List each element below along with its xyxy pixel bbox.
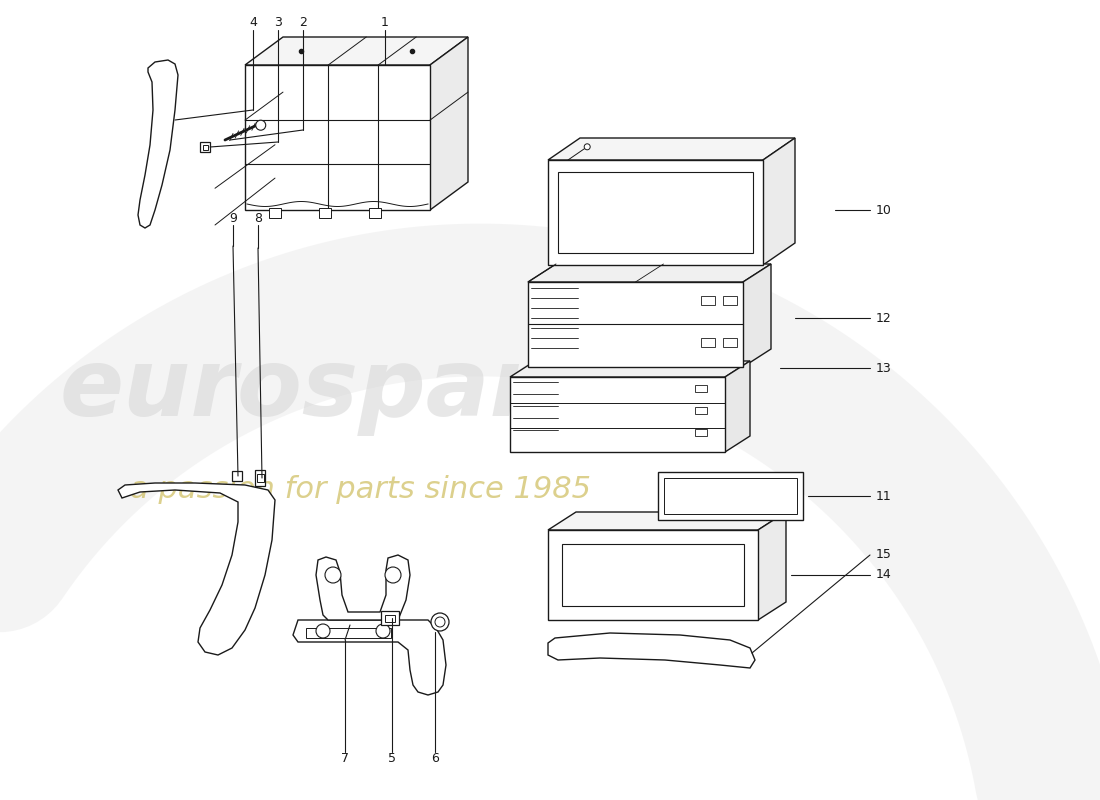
Circle shape	[385, 567, 402, 583]
Bar	[245, 65, 430, 210]
Bar	[723, 296, 737, 305]
Polygon shape	[118, 483, 275, 655]
Bar	[558, 172, 754, 253]
Bar	[548, 530, 758, 620]
Text: 2: 2	[299, 15, 307, 29]
Bar	[695, 429, 707, 436]
Bar	[200, 142, 210, 152]
Text: 1: 1	[381, 15, 389, 29]
Text: 11: 11	[876, 490, 892, 502]
Text: 4: 4	[249, 15, 257, 29]
Polygon shape	[316, 555, 410, 620]
Circle shape	[584, 144, 591, 150]
Bar	[204, 145, 208, 150]
Bar	[368, 208, 381, 218]
Bar	[664, 478, 798, 514]
Bar	[381, 611, 399, 625]
Polygon shape	[548, 512, 786, 530]
Text: 12: 12	[876, 311, 892, 325]
Bar	[385, 615, 395, 622]
Polygon shape	[548, 138, 795, 160]
Bar	[255, 470, 265, 486]
Bar	[548, 160, 763, 265]
Polygon shape	[758, 512, 786, 620]
Polygon shape	[245, 37, 468, 65]
Text: 10: 10	[876, 203, 892, 217]
Bar	[701, 338, 715, 347]
Bar	[257, 474, 264, 482]
Circle shape	[316, 624, 330, 638]
Polygon shape	[742, 264, 771, 367]
Circle shape	[376, 624, 390, 638]
Bar	[658, 472, 803, 520]
Polygon shape	[528, 264, 771, 282]
Bar	[701, 296, 715, 305]
Bar	[319, 208, 331, 218]
Circle shape	[255, 120, 266, 130]
Text: 3: 3	[274, 15, 282, 29]
Polygon shape	[763, 138, 795, 265]
Text: 7: 7	[341, 751, 349, 765]
Polygon shape	[138, 60, 178, 228]
Bar	[695, 407, 707, 414]
Polygon shape	[430, 37, 468, 210]
Bar	[528, 282, 742, 367]
Text: 8: 8	[254, 211, 262, 225]
Polygon shape	[548, 633, 755, 668]
Text: eurospares: eurospares	[60, 344, 658, 436]
Polygon shape	[293, 620, 446, 695]
Text: 9: 9	[229, 211, 236, 225]
Text: 15: 15	[876, 549, 892, 562]
Text: 6: 6	[431, 751, 439, 765]
Polygon shape	[725, 361, 750, 452]
Circle shape	[431, 613, 449, 631]
Bar	[232, 471, 242, 481]
Circle shape	[324, 567, 341, 583]
Circle shape	[434, 617, 446, 627]
Text: 5: 5	[388, 751, 396, 765]
Bar	[306, 628, 390, 638]
Bar	[270, 208, 280, 218]
Bar	[510, 377, 725, 452]
Bar	[695, 385, 707, 392]
Text: 13: 13	[876, 362, 892, 374]
Polygon shape	[510, 361, 750, 377]
Bar	[723, 338, 737, 347]
Bar	[562, 544, 744, 606]
Text: a passion for parts since 1985: a passion for parts since 1985	[130, 475, 591, 505]
Text: 14: 14	[876, 569, 892, 582]
